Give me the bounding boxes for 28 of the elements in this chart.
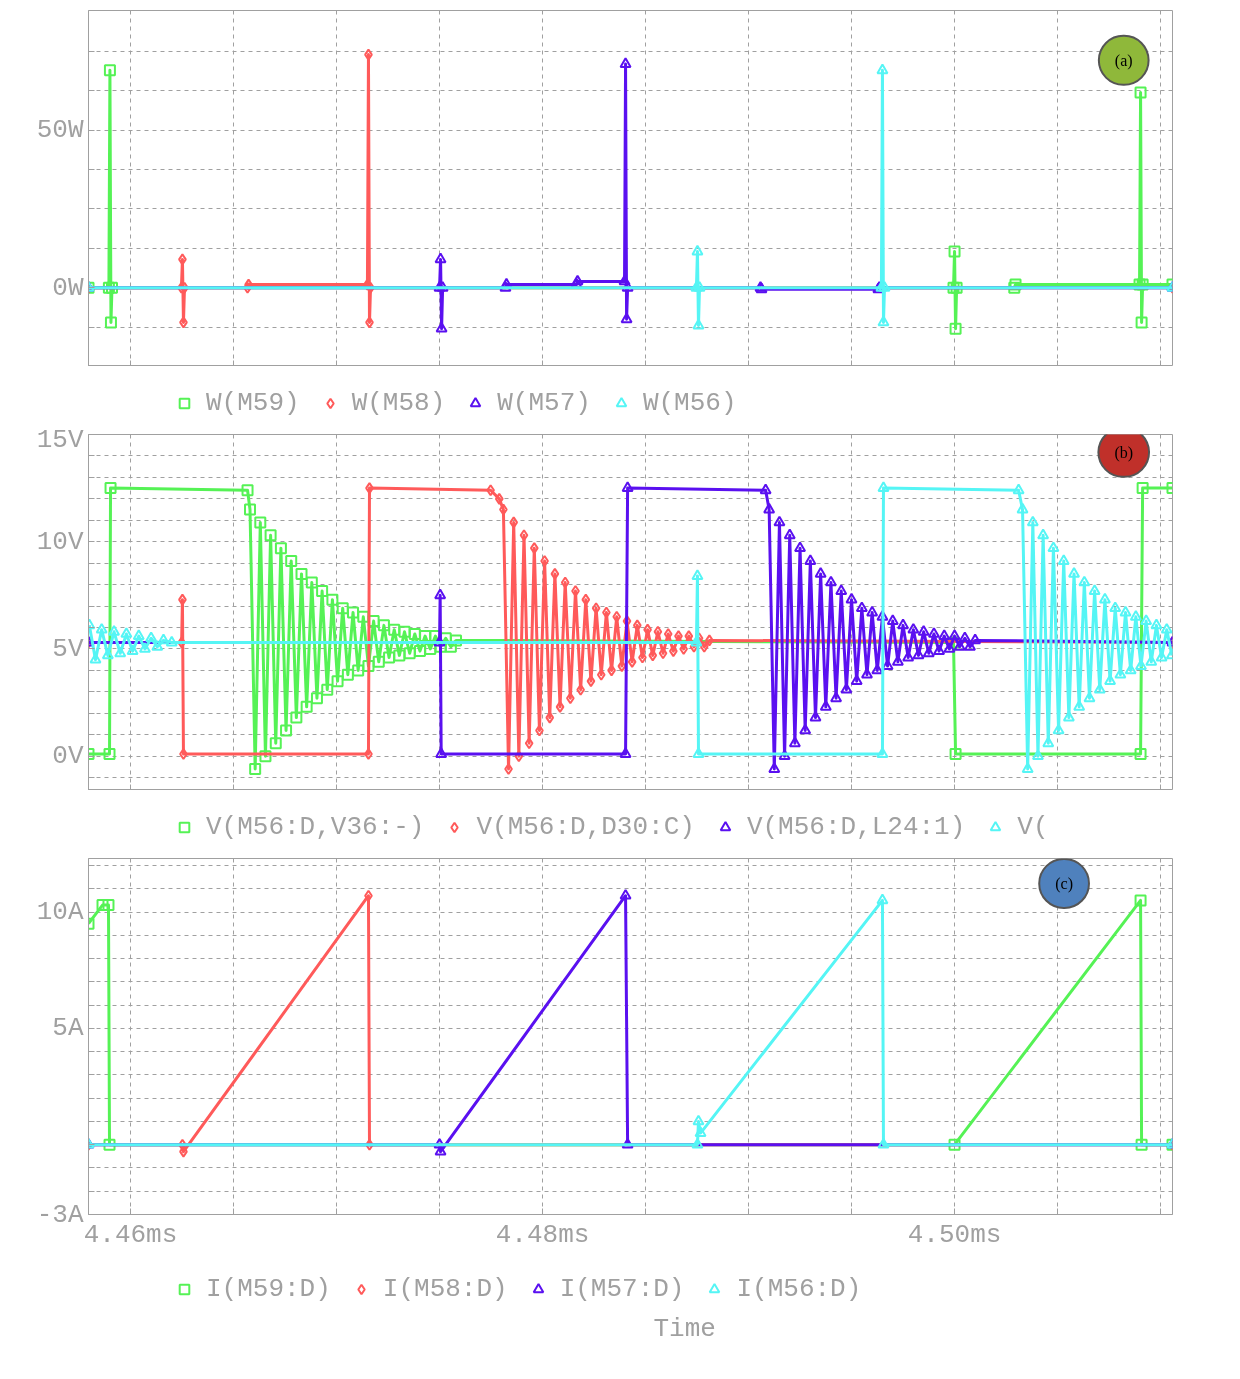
- x-axis-title: Time: [653, 1314, 716, 1345]
- y-tick-label: 0W: [52, 272, 84, 303]
- y-tick-label: 5V: [52, 633, 84, 664]
- legend-label: V(M56:D,L24:1): [746, 812, 966, 842]
- legend-label: I(M56:D): [736, 1274, 862, 1304]
- y-tick-label: 50W: [36, 115, 84, 146]
- y-tick-label: 10A: [36, 897, 84, 928]
- legend-label: V(M56:D,D30:C): [476, 812, 695, 842]
- x-tick-label: 4.48ms: [495, 1219, 590, 1250]
- annotation: (a): [1114, 51, 1133, 70]
- legend-label: I(M59:D): [206, 1274, 331, 1304]
- legend-label: V(: [1017, 812, 1049, 842]
- annotation: (c): [1055, 874, 1073, 893]
- annotation: (b): [1114, 443, 1134, 462]
- x-tick-label: 4.46ms: [83, 1219, 178, 1250]
- legend-label: W(M58): [351, 388, 446, 418]
- y-tick-label: -3A: [36, 1199, 84, 1230]
- legend-label: W(M59): [206, 388, 300, 418]
- legend-label: I(M58:D): [382, 1274, 508, 1304]
- y-tick-label: 10V: [36, 526, 84, 557]
- legend-label: I(M57:D): [559, 1274, 685, 1304]
- legend-label: W(M57): [497, 388, 591, 418]
- y-tick-label: 0V: [52, 741, 84, 772]
- y-tick-label: 5A: [52, 1013, 84, 1044]
- legend-label: W(M56): [642, 388, 737, 418]
- legend-label: V(M56:D,V36:-): [206, 812, 425, 842]
- x-tick-label: 4.50ms: [907, 1219, 1002, 1250]
- y-tick-label: 15V: [36, 424, 84, 455]
